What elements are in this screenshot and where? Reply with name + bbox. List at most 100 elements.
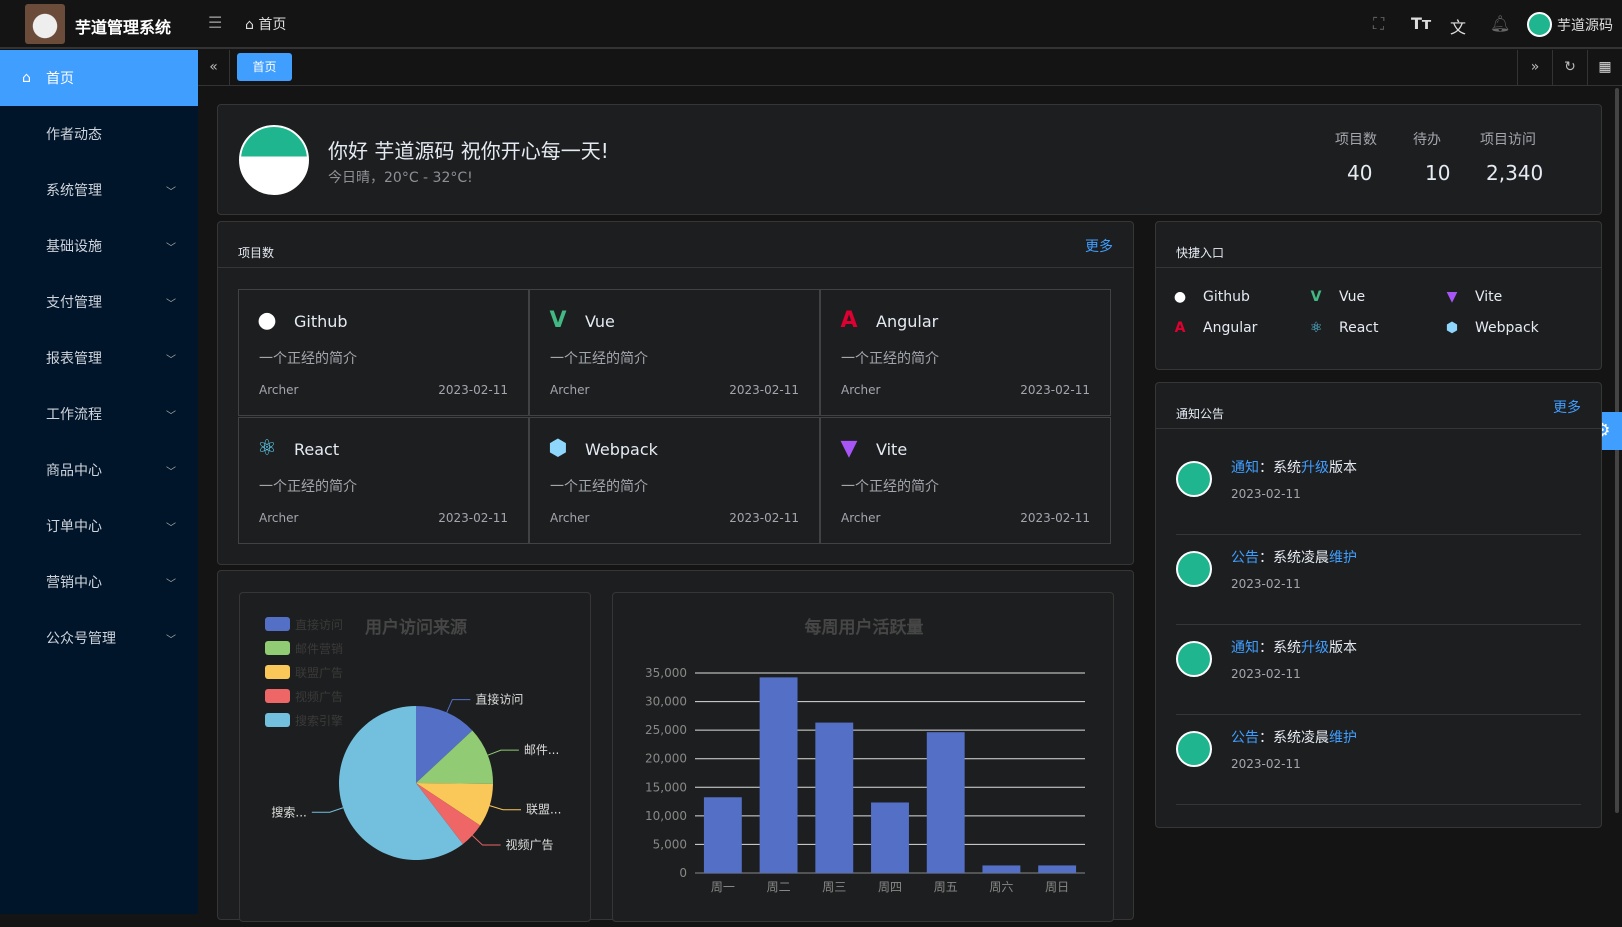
sidebar-item[interactable]: 营销中心 ﹀ [0,554,198,610]
legend-swatch[interactable] [265,641,290,655]
notice-date: 2023-02-11 [1231,577,1301,591]
shortcut-item[interactable]: ▼ Vite [1443,289,1503,305]
shortcut-item[interactable]: V Vue [1307,289,1366,305]
webpack-icon: ⬢ [1445,320,1459,336]
project-card[interactable]: ⬢ Webpack 一个正经的简介 Archer 2023-02-11 [529,417,820,544]
shortcut-label: Github [1203,289,1250,305]
tab-home[interactable]: 首页 [237,53,292,81]
fullscreen-icon[interactable]: ⛶ [1373,14,1385,33]
sidebar-item[interactable]: 基础设施 ﹀ [0,218,198,274]
sidebar-item-label: 工作流程 [46,407,102,423]
project-date: 2023-02-11 [438,383,508,397]
bar[interactable] [871,802,909,873]
bar[interactable] [926,732,965,873]
sidebar-item[interactable]: 订单中心 ﹀ [0,498,198,554]
sidebar: ⌂ 首页 作者动态 系统管理 ﹀ 基础设施 ﹀ 支付管理 ﹀ 报表管理 ﹀ 工作流程 ﹀ 商品中心 ﹀ 订单中… [0,50,198,914]
legend-label[interactable]: 视频广告 [295,689,343,704]
sidebar-item-label: 支付管理 [46,295,102,311]
translate-icon[interactable]: 文 [1450,18,1467,37]
bar[interactable] [982,865,1021,873]
refresh-icon[interactable]: ↻ [1552,50,1587,85]
scroll-left-icon[interactable]: « [198,50,230,85]
pie-slice[interactable] [416,783,493,826]
bar[interactable] [703,797,742,873]
bar-chart-panel: 每周用户活跃量 0 5,000 10,000 15,000 20,000 25,000 30,… [612,592,1114,922]
bar[interactable] [815,722,854,873]
sidebar-item[interactable]: 报表管理 ﹀ [0,330,198,386]
notice-type[interactable]: 通知 [1231,460,1259,476]
project-card[interactable]: ● Github 一个正经的简介 Archer 2023-02-11 [238,289,529,416]
sidebar-item[interactable]: 公众号管理 ﹀ [0,610,198,666]
breadcrumb[interactable]: ⌂ 首页 [245,14,286,34]
vue-icon: V [549,308,567,333]
pie-label-line [446,699,471,713]
notice-item[interactable]: 通知：系统升级版本 2023-02-11 [1176,445,1581,535]
legend-swatch[interactable] [265,713,290,727]
notice-sep: ： [1259,460,1273,476]
project-card[interactable]: ⚛ React 一个正经的简介 Archer 2023-02-11 [238,417,529,544]
user-avatar[interactable] [1527,12,1552,37]
notice-highlight: 维护 [1329,550,1357,566]
scroll-right-icon[interactable]: » [1517,50,1552,85]
projects-card: 项目数 更多 ● Github 一个正经的简介 Archer 2023-02-11 V Vu… [217,221,1134,565]
notice-text: 公告：系统凌晨维护 [1231,547,1357,567]
sidebar-item-label: 系统管理 [46,183,102,199]
sidebar-item[interactable]: ⌂ 首页 [0,50,198,106]
pie-slice[interactable] [416,730,493,784]
project-author: Archer [259,383,299,397]
y-tick-label: 5,000 [653,837,687,851]
project-date: 2023-02-11 [729,511,799,525]
font-size-icon[interactable]: Tт [1411,14,1432,33]
legend-label[interactable]: 搜索引擎 [295,713,343,728]
shortcut-item[interactable]: ● Github [1171,289,1250,305]
notice-text-part: 系统凌晨 [1273,550,1329,566]
shortcuts-title: 快捷入口 [1176,246,1225,260]
legend-label[interactable]: 联盟广告 [295,666,343,680]
notice-item[interactable]: 通知：系统升级版本 2023-02-11 [1176,625,1581,715]
bar[interactable] [1038,865,1077,873]
notices-more-link[interactable]: 更多 [1553,400,1581,416]
sidebar-item[interactable]: 商品中心 ﹀ [0,442,198,498]
shortcut-item[interactable]: A Angular [1171,320,1258,336]
sidebar-item-label: 公众号管理 [46,631,116,647]
sidebar-item[interactable]: 作者动态 [0,106,198,162]
pie-chart-panel: 用户访问来源 直接访问 邮件营销 联盟广告 视频广告 搜索引擎 直接访问 邮件... 联盟...… [239,592,591,922]
notice-text-part: 版本 [1329,640,1357,656]
x-tick-label: 周二 [767,880,791,894]
user-name[interactable]: 芋道源码 [1557,18,1613,34]
chevron-down-icon: ﹀ [166,578,176,590]
shortcut-item[interactable]: ⚛ React [1307,320,1379,336]
project-card[interactable]: V Vue 一个正经的简介 Archer 2023-02-11 [529,289,820,416]
project-card[interactable]: A Angular 一个正经的简介 Archer 2023-02-11 [820,289,1111,416]
notice-type[interactable]: 通知 [1231,640,1259,656]
notice-type[interactable]: 公告 [1231,730,1259,746]
x-tick-label: 周日 [1045,880,1069,894]
legend-label[interactable]: 邮件营销 [295,642,343,656]
scrollbar[interactable] [1615,88,1619,813]
grid-menu-icon[interactable]: ▦ [1587,50,1622,85]
notice-avatar [1176,731,1212,767]
sidebar-item[interactable]: 系统管理 ﹀ [0,162,198,218]
notice-item[interactable]: 公告：系统凌晨维护 2023-02-11 [1176,715,1581,805]
bell-icon[interactable]: 🔔︎ [1490,14,1511,33]
sidebar-item[interactable]: 工作流程 ﹀ [0,386,198,442]
legend-swatch[interactable] [265,665,290,679]
pie-slice[interactable] [416,706,473,783]
pie-slice[interactable] [416,783,481,845]
collapse-menu-icon[interactable]: ☰ [208,13,223,32]
projects-more-link[interactable]: 更多 [1085,239,1113,255]
angular-icon: A [840,308,858,333]
legend-swatch[interactable] [265,689,290,703]
legend-swatch[interactable] [265,617,290,631]
bar[interactable] [759,677,798,873]
sidebar-item[interactable]: 支付管理 ﹀ [0,274,198,330]
shortcut-item[interactable]: ⬢ Webpack [1443,320,1539,336]
notice-item[interactable]: 公告：系统凌晨维护 2023-02-11 [1176,535,1581,625]
bar-chart: 每周用户活跃量 0 5,000 10,000 15,000 20,000 25,000 30,… [645,617,1085,894]
legend-label[interactable]: 直接访问 [295,617,343,632]
notice-type[interactable]: 公告 [1231,550,1259,566]
project-card[interactable]: ▼ Vite 一个正经的简介 Archer 2023-02-11 [820,417,1111,544]
greeting: 你好 芋道源码 祝你开心每一天! [328,139,609,163]
notice-avatar [1176,461,1212,497]
pie-slice[interactable] [339,706,463,860]
